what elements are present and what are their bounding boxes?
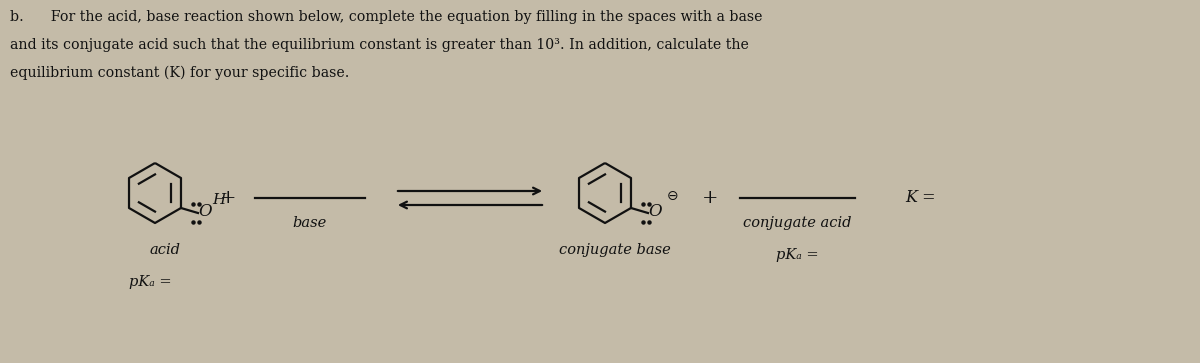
Text: conjugate base: conjugate base: [559, 243, 671, 257]
Text: +: +: [702, 189, 719, 207]
Text: b.      For the acid, base reaction shown below, complete the equation by fillin: b. For the acid, base reaction shown bel…: [10, 10, 762, 24]
Text: pKₐ =: pKₐ =: [776, 248, 818, 262]
Text: O: O: [648, 204, 661, 220]
Text: O: O: [198, 204, 211, 220]
Text: acid: acid: [150, 243, 180, 257]
Text: equilibrium constant (K) for your specific base.: equilibrium constant (K) for your specif…: [10, 66, 349, 80]
Text: +: +: [220, 189, 236, 207]
Text: and its conjugate acid such that the equilibrium constant is greater than 10³. I: and its conjugate acid such that the equ…: [10, 38, 749, 52]
Text: H: H: [212, 193, 226, 207]
Text: base: base: [293, 216, 328, 230]
Text: conjugate acid: conjugate acid: [743, 216, 852, 230]
Text: K =: K =: [905, 189, 936, 207]
Text: ⊖: ⊖: [667, 189, 679, 203]
Text: pKₐ =: pKₐ =: [128, 275, 172, 289]
